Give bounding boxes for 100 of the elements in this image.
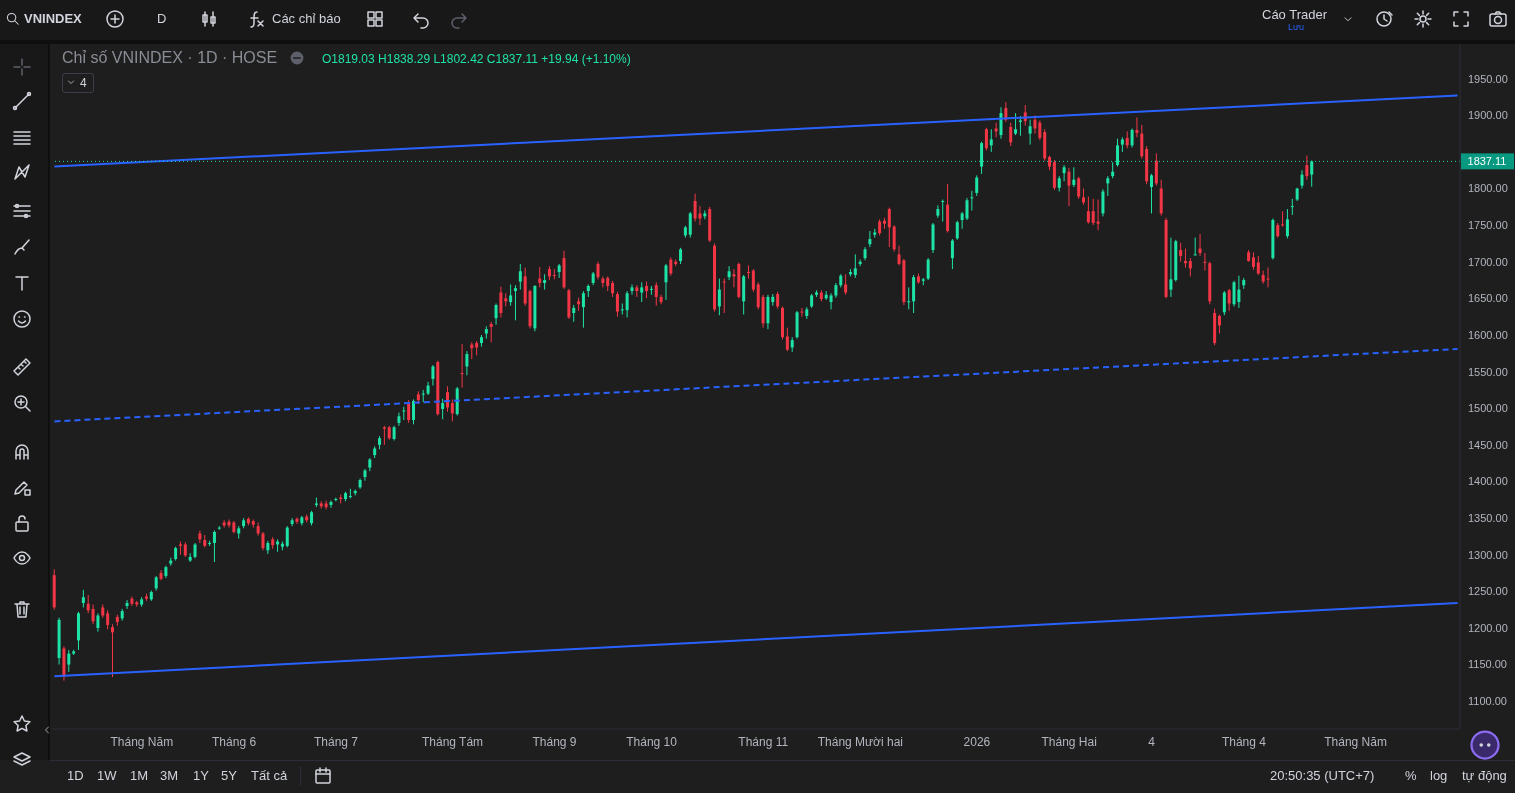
candlestick [601,275,605,288]
x-tick-label: Tháng Năm [1324,734,1387,749]
candlestick [1018,115,1022,137]
candlestick [1305,155,1309,181]
candlestick [630,283,634,296]
candlestick [1217,314,1221,335]
candlestick [1203,252,1207,272]
candlestick [892,224,896,253]
candlestick [285,525,289,548]
y-tick-label: 1700.00 [1468,255,1508,268]
candlestick [722,278,726,314]
x-tick-label: Tháng Năm [110,734,174,749]
candlestick [96,612,100,633]
candlestick [397,412,401,427]
candlestick [91,604,95,625]
candlestick [1140,124,1144,160]
candlestick [489,321,493,343]
candlestick [382,425,386,446]
x-tick-label: Tháng Hai [1041,734,1097,749]
candlestick [581,290,585,329]
candlestick [1227,288,1231,312]
text: 1M [130,768,149,783]
candlestick [513,284,517,321]
y-tick-label: 1800.00 [1468,182,1508,195]
text: Các chỉ báo [272,11,341,26]
candlestick [1222,290,1226,316]
candlestick [1232,280,1236,307]
x-tick-label: 2026 [963,734,991,749]
candlestick [1150,173,1153,214]
candlestick [1285,208,1289,239]
candlestick [421,389,425,403]
candlestick [727,265,731,281]
candlestick [785,327,789,352]
y-tick-label: 1100.00 [1468,695,1507,708]
candlestick [431,364,435,387]
candlestick [1179,242,1183,263]
candlestick [1135,117,1139,138]
candlestick [1086,196,1090,225]
candlestick [106,609,110,630]
candlestick [86,594,90,614]
candlestick [688,211,692,239]
candlestick [125,599,129,610]
candlestick [965,197,969,221]
candlestick [941,199,945,222]
candlestick [446,385,449,413]
text: VNINDEX [24,11,82,26]
text: 20:50:35 (UTC+7) [1270,768,1375,783]
candlestick [295,516,299,525]
text: % [1405,768,1417,783]
candlestick [994,122,998,138]
candlestick [1091,198,1095,226]
candlestick [970,190,974,212]
candlestick [450,398,454,422]
candlestick [518,263,522,291]
candlestick [1237,275,1241,309]
candlestick [290,517,294,527]
candlestick [538,266,542,288]
candlestick [110,623,114,678]
x-tick-label: Tháng 7 [314,734,359,749]
x-tick-label: Tháng 10 [626,734,678,749]
candlestick [664,263,668,301]
ref-line-label: 1837.11 [1467,155,1507,168]
text: 5Y [221,768,237,783]
text: Tất cả [251,768,288,783]
candlestick [499,286,503,318]
text: tự động [1462,768,1507,783]
candlestick [261,531,265,551]
x-tick-label: Tháng 9 [532,734,577,749]
candlestick [868,230,872,248]
annotation: O1819.03 H1838.29 L1802.42 C1837.11 +19.94 (+1.10%) [322,52,631,66]
y-tick-label: 1600.00 [1468,328,1508,341]
candlestick [460,343,464,389]
candlestick [1281,210,1285,228]
candlestick [717,278,721,316]
chart-title: Chỉ số VNINDEX · 1D · HOSE [62,49,278,67]
candlestick [751,268,755,293]
candlestick [407,399,411,424]
y-tick-label: 1550.00 [1468,365,1508,378]
candlestick [1028,119,1032,146]
candlestick [412,398,416,425]
candlestick [1009,122,1013,147]
candlestick [198,530,202,544]
candlestick [1067,167,1071,207]
candlestick [1290,198,1294,216]
y-tick-label: 1500.00 [1468,402,1508,415]
text: log [1430,768,1448,783]
y-tick-label: 1200.00 [1468,621,1508,634]
y-tick-label: 1400.00 [1468,475,1508,488]
text: 1W [97,768,117,783]
candlestick [552,268,556,280]
y-tick-label: 1750.00 [1468,219,1508,232]
annotation: 4 [80,76,87,90]
candlestick [1038,119,1042,141]
candlestick [402,406,406,421]
y-tick-label: 1900.00 [1468,109,1508,122]
candlestick [625,290,629,318]
candlestick [212,530,216,563]
candlestick [1300,169,1304,190]
candlestick [999,106,1003,140]
candlestick [1072,166,1076,188]
